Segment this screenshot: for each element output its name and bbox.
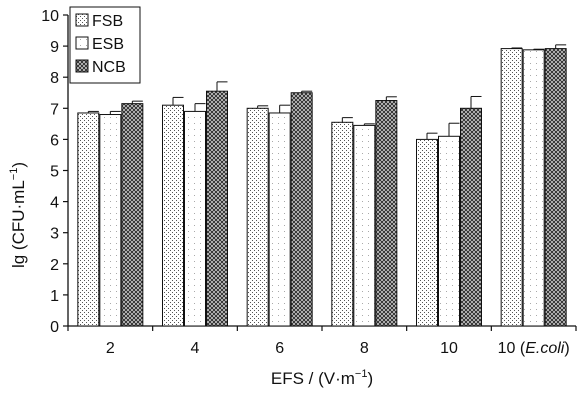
y-tick-label: 10	[41, 8, 59, 25]
x-tick-label: 10 (E.coli)	[498, 340, 570, 357]
bar-ncb	[375, 100, 398, 327]
y-tick-label: 2	[50, 257, 59, 274]
x-tick-label: 6	[275, 340, 284, 357]
y-tick-label: 6	[50, 132, 59, 149]
legend-swatch-esb	[75, 36, 89, 50]
legend-swatch-fsb	[75, 13, 89, 27]
y-tick-label: 3	[50, 226, 59, 243]
x-tick-label: 10	[440, 340, 458, 357]
legend-label-esb: ESB	[92, 36, 124, 53]
y-axis: 0 1 2 3 4 5 6 7 8 9 10	[41, 8, 69, 336]
legend-label-fsb: FSB	[92, 13, 123, 30]
bar-fsb	[77, 112, 100, 327]
y-tick-label: 9	[50, 39, 59, 56]
bar-ncb	[121, 103, 144, 327]
bars	[77, 44, 567, 327]
y-tick-label: 0	[50, 319, 59, 336]
legend-label-ncb: NCB	[92, 59, 126, 76]
bar-ncb	[544, 48, 567, 327]
legend: FSB ESB NCB	[69, 6, 141, 84]
bar-fsb	[246, 107, 269, 327]
bar-esb	[184, 110, 206, 327]
bar-fsb	[416, 138, 438, 327]
bar-fsb	[500, 48, 523, 327]
y-tick-label: 1	[50, 288, 59, 305]
bar-esb	[438, 135, 460, 327]
bar-esb	[268, 112, 291, 327]
bar-esb	[522, 49, 545, 327]
bar-ncb	[206, 90, 228, 327]
y-tick-label: 7	[50, 101, 59, 118]
bar-fsb	[331, 121, 354, 327]
bar-ncb	[290, 92, 313, 327]
bar-esb	[353, 124, 376, 327]
legend-swatch-ncb	[75, 59, 89, 73]
x-tick-label: 8	[360, 340, 369, 357]
bar-ncb	[460, 107, 482, 327]
x-axis-title: EFS / (V·m−1)	[271, 368, 373, 388]
bar-esb	[99, 114, 122, 327]
bar-fsb	[162, 104, 184, 327]
y-tick-label: 4	[50, 195, 59, 212]
x-tick-label: 2	[106, 340, 115, 357]
y-tick-label: 5	[50, 164, 59, 181]
y-tick-label: 8	[50, 70, 59, 87]
x-axis: 2 4 6 8 10 10 (E.coli)	[67, 325, 577, 357]
x-tick-label: 4	[191, 340, 200, 357]
y-axis-title: lg (CFU·mL−1)	[8, 162, 28, 268]
